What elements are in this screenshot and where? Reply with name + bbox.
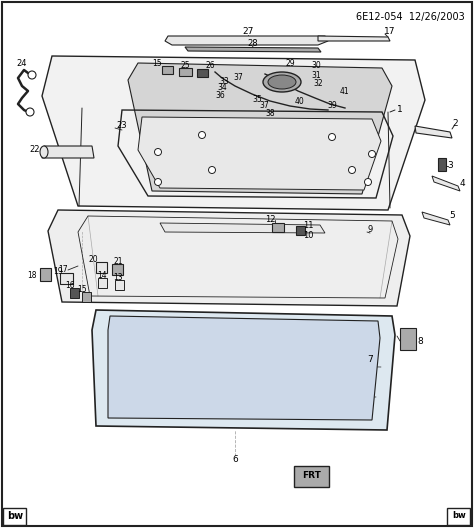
Bar bbox=[70, 288, 79, 298]
Bar bbox=[438, 158, 446, 171]
FancyBboxPatch shape bbox=[447, 507, 471, 524]
Text: 31: 31 bbox=[311, 71, 321, 80]
Circle shape bbox=[26, 108, 34, 116]
Text: bw: bw bbox=[452, 512, 466, 521]
Text: 35: 35 bbox=[252, 96, 262, 105]
Text: 34: 34 bbox=[217, 83, 227, 92]
Text: 6: 6 bbox=[232, 456, 238, 465]
Text: 15: 15 bbox=[77, 286, 87, 295]
Text: 15: 15 bbox=[152, 59, 162, 68]
Text: 11: 11 bbox=[303, 221, 313, 230]
Circle shape bbox=[28, 71, 36, 79]
Bar bbox=[112, 264, 123, 275]
Text: 21: 21 bbox=[113, 258, 123, 267]
FancyBboxPatch shape bbox=[3, 507, 27, 524]
Polygon shape bbox=[432, 176, 460, 191]
Text: 29: 29 bbox=[285, 59, 295, 68]
Bar bbox=[96, 262, 107, 273]
Text: 7: 7 bbox=[367, 355, 373, 364]
Bar bbox=[162, 66, 173, 74]
Circle shape bbox=[368, 150, 375, 157]
Text: 33: 33 bbox=[219, 77, 229, 86]
Text: 1: 1 bbox=[397, 106, 403, 115]
Polygon shape bbox=[42, 56, 425, 210]
Text: 9: 9 bbox=[367, 225, 373, 234]
Circle shape bbox=[209, 166, 216, 174]
Text: 2: 2 bbox=[452, 118, 458, 127]
Text: 37: 37 bbox=[233, 72, 243, 81]
Text: 8: 8 bbox=[417, 336, 423, 345]
Text: 25: 25 bbox=[180, 61, 190, 70]
Circle shape bbox=[365, 178, 372, 185]
Polygon shape bbox=[318, 36, 390, 41]
Text: 5: 5 bbox=[449, 212, 455, 221]
Bar bbox=[115, 280, 124, 290]
Text: 13: 13 bbox=[113, 274, 123, 282]
Text: 41: 41 bbox=[339, 87, 349, 96]
Text: 37: 37 bbox=[259, 101, 269, 110]
Circle shape bbox=[328, 134, 336, 140]
Text: 17: 17 bbox=[384, 26, 396, 35]
Bar bbox=[82, 292, 91, 302]
Polygon shape bbox=[185, 47, 321, 52]
Polygon shape bbox=[128, 63, 392, 194]
Polygon shape bbox=[138, 117, 381, 190]
Text: 38: 38 bbox=[265, 109, 275, 118]
Polygon shape bbox=[42, 146, 94, 158]
Polygon shape bbox=[422, 212, 450, 225]
Ellipse shape bbox=[40, 146, 48, 158]
Bar bbox=[400, 328, 416, 350]
Bar bbox=[179, 68, 192, 76]
Circle shape bbox=[155, 178, 162, 185]
Circle shape bbox=[155, 148, 162, 156]
Text: 23: 23 bbox=[117, 121, 128, 130]
Polygon shape bbox=[165, 36, 328, 45]
Text: 26: 26 bbox=[205, 61, 215, 70]
Text: 22: 22 bbox=[30, 146, 40, 155]
Text: 36: 36 bbox=[215, 91, 225, 100]
Text: 27: 27 bbox=[242, 26, 254, 35]
Ellipse shape bbox=[268, 75, 296, 89]
Text: 28: 28 bbox=[248, 39, 258, 48]
Bar bbox=[197, 69, 208, 77]
Text: 6E12-054  12/26/2003: 6E12-054 12/26/2003 bbox=[356, 12, 465, 22]
Bar bbox=[60, 273, 73, 284]
Text: 3: 3 bbox=[447, 162, 453, 171]
Text: FRT: FRT bbox=[302, 472, 321, 480]
Text: bw: bw bbox=[7, 511, 23, 521]
Text: 20: 20 bbox=[88, 256, 98, 265]
Bar bbox=[98, 278, 107, 288]
Ellipse shape bbox=[263, 72, 301, 92]
Text: 19: 19 bbox=[53, 268, 63, 277]
Text: 4: 4 bbox=[459, 178, 465, 187]
Text: 32: 32 bbox=[313, 80, 323, 89]
FancyBboxPatch shape bbox=[294, 466, 329, 486]
Text: 14: 14 bbox=[97, 271, 107, 280]
Bar bbox=[40, 268, 51, 281]
Text: 24: 24 bbox=[17, 59, 27, 68]
Circle shape bbox=[348, 166, 356, 174]
Polygon shape bbox=[160, 223, 325, 233]
Circle shape bbox=[199, 131, 206, 138]
Bar bbox=[296, 226, 305, 235]
Text: 17: 17 bbox=[58, 266, 68, 275]
Text: 10: 10 bbox=[303, 231, 313, 240]
Polygon shape bbox=[108, 316, 380, 420]
Polygon shape bbox=[415, 126, 452, 138]
Text: 30: 30 bbox=[311, 61, 321, 71]
Text: 18: 18 bbox=[27, 271, 37, 280]
Text: 39: 39 bbox=[327, 101, 337, 110]
Text: 40: 40 bbox=[295, 97, 305, 106]
Text: 16: 16 bbox=[65, 281, 75, 290]
Polygon shape bbox=[48, 210, 410, 306]
Polygon shape bbox=[92, 310, 395, 430]
Bar bbox=[272, 223, 284, 232]
Text: 12: 12 bbox=[265, 215, 275, 224]
